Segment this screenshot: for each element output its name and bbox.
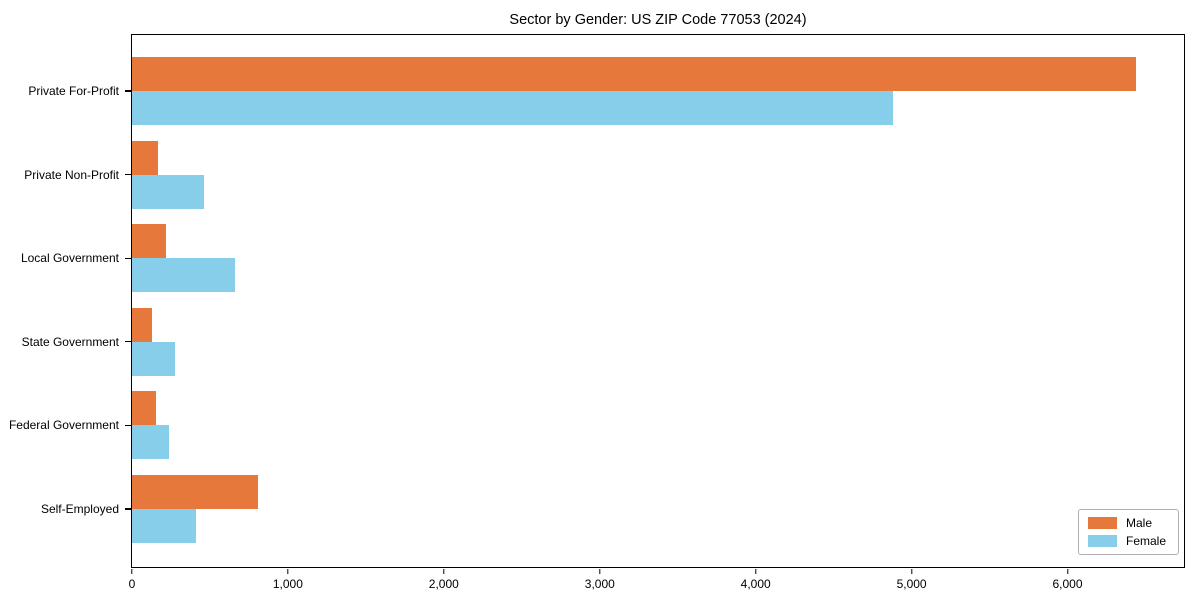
bar-male-1 (132, 57, 1137, 91)
bar-male-2 (132, 140, 158, 175)
y-axis-tick (124, 341, 131, 343)
x-axis-tick-label: 2,000 (428, 577, 459, 591)
legend-swatch-female (1087, 535, 1117, 547)
x-axis-tick (1066, 569, 1069, 574)
y-axis-tick (124, 508, 131, 510)
legend-swatch-male (1087, 517, 1117, 529)
x-axis-tick (754, 569, 757, 574)
bar-female-2 (132, 174, 204, 209)
y-axis-label: Private Non-Profit (24, 167, 119, 182)
legend: Male Female (1077, 509, 1179, 555)
x-axis-tick-label: 3,000 (584, 577, 615, 591)
y-axis-tick (124, 424, 131, 427)
legend-entry-male: Male (1087, 516, 1166, 530)
x-axis-tick-label: 0 (128, 577, 136, 591)
x-axis-tick-label: 1,000 (272, 577, 303, 591)
y-axis-label: Self-Employed (40, 502, 119, 516)
y-axis-tick (124, 90, 131, 92)
y-axis-tick (124, 257, 131, 259)
legend-entry-female: Female (1087, 534, 1166, 548)
bar-female-5 (132, 425, 170, 460)
y-axis-label: Federal Government (8, 418, 119, 433)
bar-female-4 (132, 341, 175, 376)
y-axis-label: Local Government (20, 251, 119, 266)
bar-male-3 (132, 224, 167, 259)
x-axis-tick-label: 4,000 (740, 577, 771, 591)
y-axis-label: State Government (21, 334, 119, 349)
bar-male-5 (132, 391, 157, 426)
y-axis-tick (124, 173, 131, 176)
bar-female-6 (132, 509, 196, 543)
bar-female-3 (132, 258, 235, 293)
x-axis-tick-label: 5,000 (896, 577, 927, 591)
chart-title: Sector by Gender: US ZIP Code 77053 (202… (509, 12, 807, 28)
x-axis-tick (287, 569, 289, 574)
bar-male-6 (132, 475, 258, 509)
plot-area: Male Female Private For-Profit Private Non… (9, 34, 1185, 591)
x-axis-tick (443, 569, 445, 574)
bar-female-1 (132, 91, 893, 125)
legend-label: Female (1125, 534, 1166, 548)
x-axis-tick-label: 6,000 (1052, 577, 1083, 591)
x-axis-tick (599, 569, 601, 574)
bar-male-4 (132, 307, 153, 342)
legend-label: Male (1125, 516, 1152, 530)
x-axis-tick (910, 569, 913, 574)
x-axis-tick (131, 569, 133, 574)
y-axis-label: Private For-Profit (28, 84, 119, 98)
